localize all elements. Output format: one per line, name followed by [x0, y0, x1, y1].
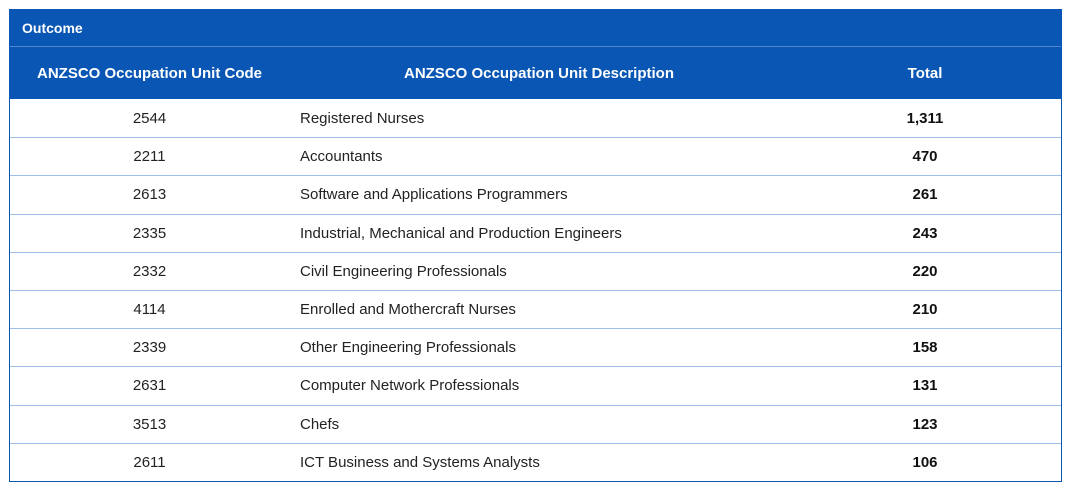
row-total: 470 — [912, 148, 938, 166]
outcome-section-label: Outcome — [10, 10, 1061, 47]
row-description: ICT Business and Systems Analysts — [300, 453, 540, 471]
row-description: Chefs — [300, 415, 340, 433]
row-total: 243 — [912, 224, 938, 242]
header-code: ANZSCO Occupation Unit Code — [37, 64, 262, 82]
table-row: 2339 Other Engineering Professionals 158 — [10, 328, 1061, 366]
row-code: 2335 — [132, 224, 167, 242]
table-row: 2613 Software and Applications Programme… — [10, 175, 1061, 213]
table-row: 2332 Civil Engineering Professionals 220 — [10, 251, 1061, 290]
row-total: 261 — [912, 186, 938, 204]
row-total: 220 — [912, 262, 938, 280]
table-row: 4114 Enrolled and Mothercraft Nurses 210 — [10, 289, 1061, 328]
row-description: Civil Engineering Professionals — [300, 262, 507, 280]
table-row: 2211 Accountants 470 — [10, 137, 1061, 175]
row-description: Enrolled and Mothercraft Nurses — [300, 301, 516, 319]
row-description: Accountants — [300, 148, 383, 166]
row-code: 2544 — [132, 109, 167, 127]
row-total: 1,311 — [906, 109, 944, 127]
row-total: 131 — [912, 377, 938, 395]
table-row: 2544 Registered Nurses 1,311 — [10, 99, 1061, 137]
header-total: Total — [907, 64, 943, 82]
row-code: 2339 — [132, 339, 167, 357]
table-row: 2611 ICT Business and Systems Analysts 1… — [10, 442, 1061, 481]
row-description: Software and Applications Programmers — [300, 186, 568, 204]
row-code: 2631 — [132, 377, 167, 395]
row-code: 2613 — [132, 186, 167, 204]
table-header-row: ANZSCO Occupation Unit Code ANZSCO Occup… — [10, 47, 1061, 99]
table-row: 2335 Industrial, Mechanical and Producti… — [10, 213, 1061, 252]
row-description: Registered Nurses — [300, 109, 425, 127]
row-total: 123 — [912, 415, 938, 433]
header-description: ANZSCO Occupation Unit Description — [403, 64, 674, 82]
table-row: 2631 Computer Network Professionals 131 — [10, 366, 1061, 404]
row-total: 106 — [912, 453, 938, 471]
row-code: 2332 — [132, 262, 167, 280]
occupation-table: Outcome ANZSCO Occupation Unit Code ANZS… — [9, 9, 1062, 482]
row-description: Industrial, Mechanical and Production En… — [300, 224, 622, 242]
row-code: 4114 — [133, 301, 166, 319]
row-total: 158 — [912, 339, 938, 357]
row-code: 2611 — [133, 453, 166, 471]
row-description: Computer Network Professionals — [300, 377, 520, 395]
row-code: 2211 — [133, 148, 166, 166]
row-code: 3513 — [132, 415, 167, 433]
row-total: 210 — [912, 301, 938, 319]
table-body: 2544 Registered Nurses 1,311 2211 Accoun… — [10, 99, 1061, 481]
table-row: 3513 Chefs 123 — [10, 404, 1061, 443]
row-description: Other Engineering Professionals — [300, 339, 516, 357]
